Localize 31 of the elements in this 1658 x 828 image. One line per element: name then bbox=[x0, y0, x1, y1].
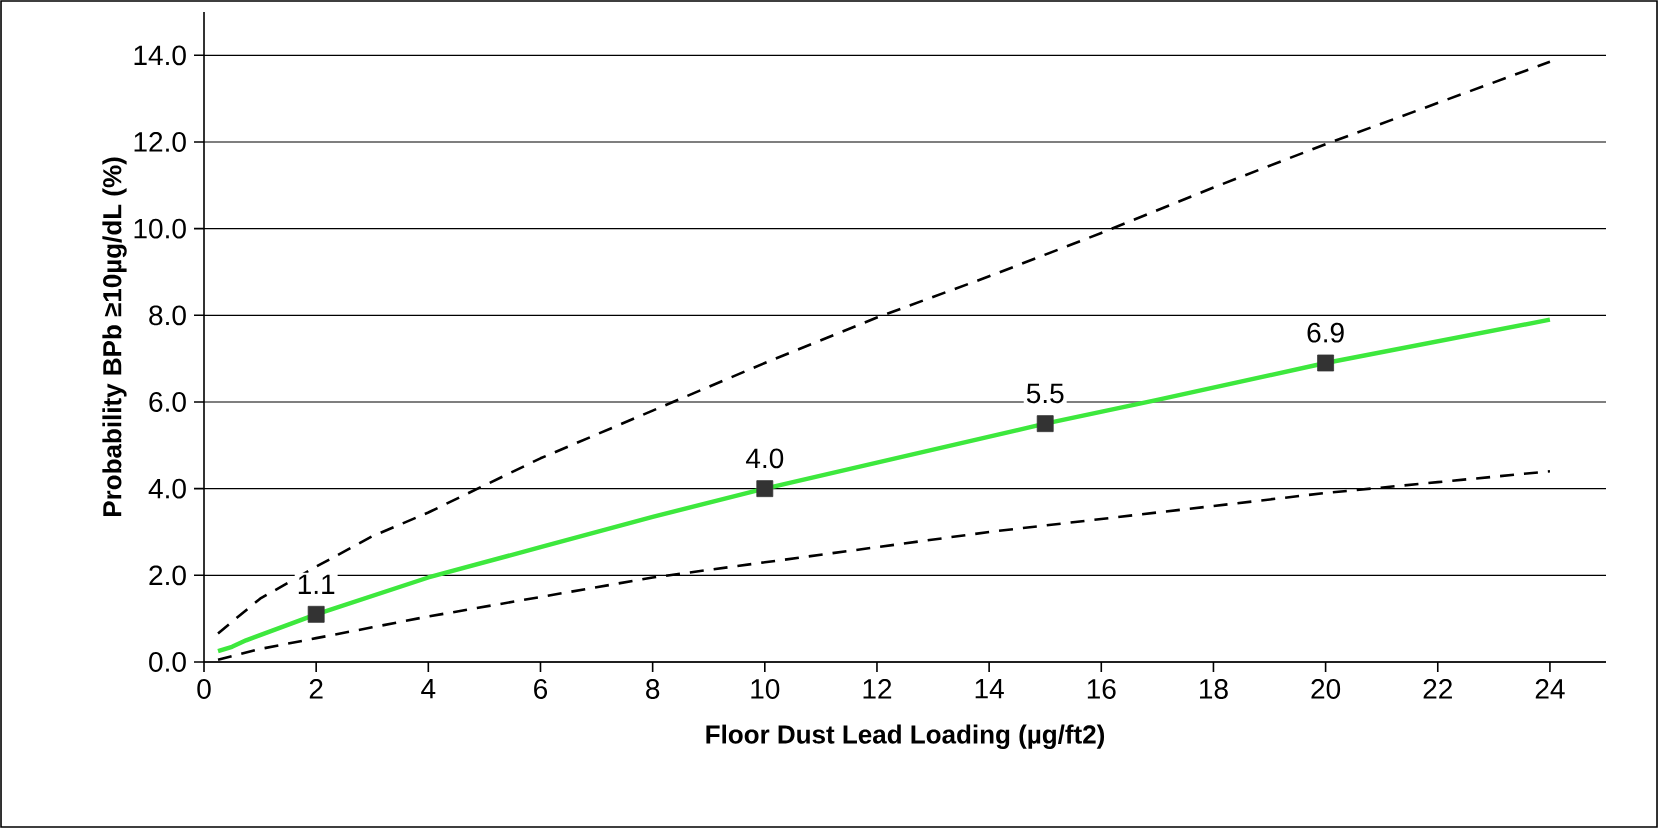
point bbox=[756, 480, 774, 498]
data-label: 1.1 bbox=[298, 574, 335, 594]
y-axis-title: Probability BPb ≥10µg/dL (%) bbox=[102, 157, 127, 517]
point bbox=[307, 605, 325, 623]
x-tick-label: 0 bbox=[197, 679, 211, 699]
data-label: 6.9 bbox=[1307, 322, 1344, 343]
x-tick-label: 18 bbox=[1200, 679, 1228, 699]
x-tick-label: 2 bbox=[309, 679, 323, 699]
x-tick-label: 6 bbox=[534, 679, 548, 699]
x-axis-title: Floor Dust Lead Loading (µg/ft2) bbox=[706, 724, 1105, 749]
y-tick-label: 2.0 bbox=[149, 565, 186, 586]
y-tick-label: 6.0 bbox=[149, 392, 186, 412]
x-tick-label: 8 bbox=[646, 679, 660, 699]
point bbox=[1317, 354, 1334, 372]
data-label: 4.0 bbox=[745, 448, 784, 469]
x-tick-label: 12 bbox=[863, 679, 892, 699]
point bbox=[1036, 415, 1054, 433]
y-tick-label: 8.0 bbox=[149, 305, 186, 326]
x-tick-label: 16 bbox=[1087, 679, 1116, 699]
x-tick-label: 14 bbox=[975, 679, 1004, 699]
y-tick-label: 14.0 bbox=[134, 45, 186, 66]
x-tick-label: 24 bbox=[1535, 679, 1565, 699]
y-tick-label: 0.0 bbox=[149, 652, 186, 672]
y-tick-label: 4.0 bbox=[148, 478, 186, 499]
y-tick-label: 10.0 bbox=[134, 218, 186, 239]
x-tick-label: 20 bbox=[1311, 679, 1341, 699]
x-tick-label: 10 bbox=[751, 679, 780, 699]
x-tick-label: 4 bbox=[421, 679, 436, 699]
x-tick-label: 22 bbox=[1423, 679, 1452, 699]
data-label: 5.5 bbox=[1026, 383, 1064, 404]
y-tick-label: 12.0 bbox=[134, 132, 186, 152]
